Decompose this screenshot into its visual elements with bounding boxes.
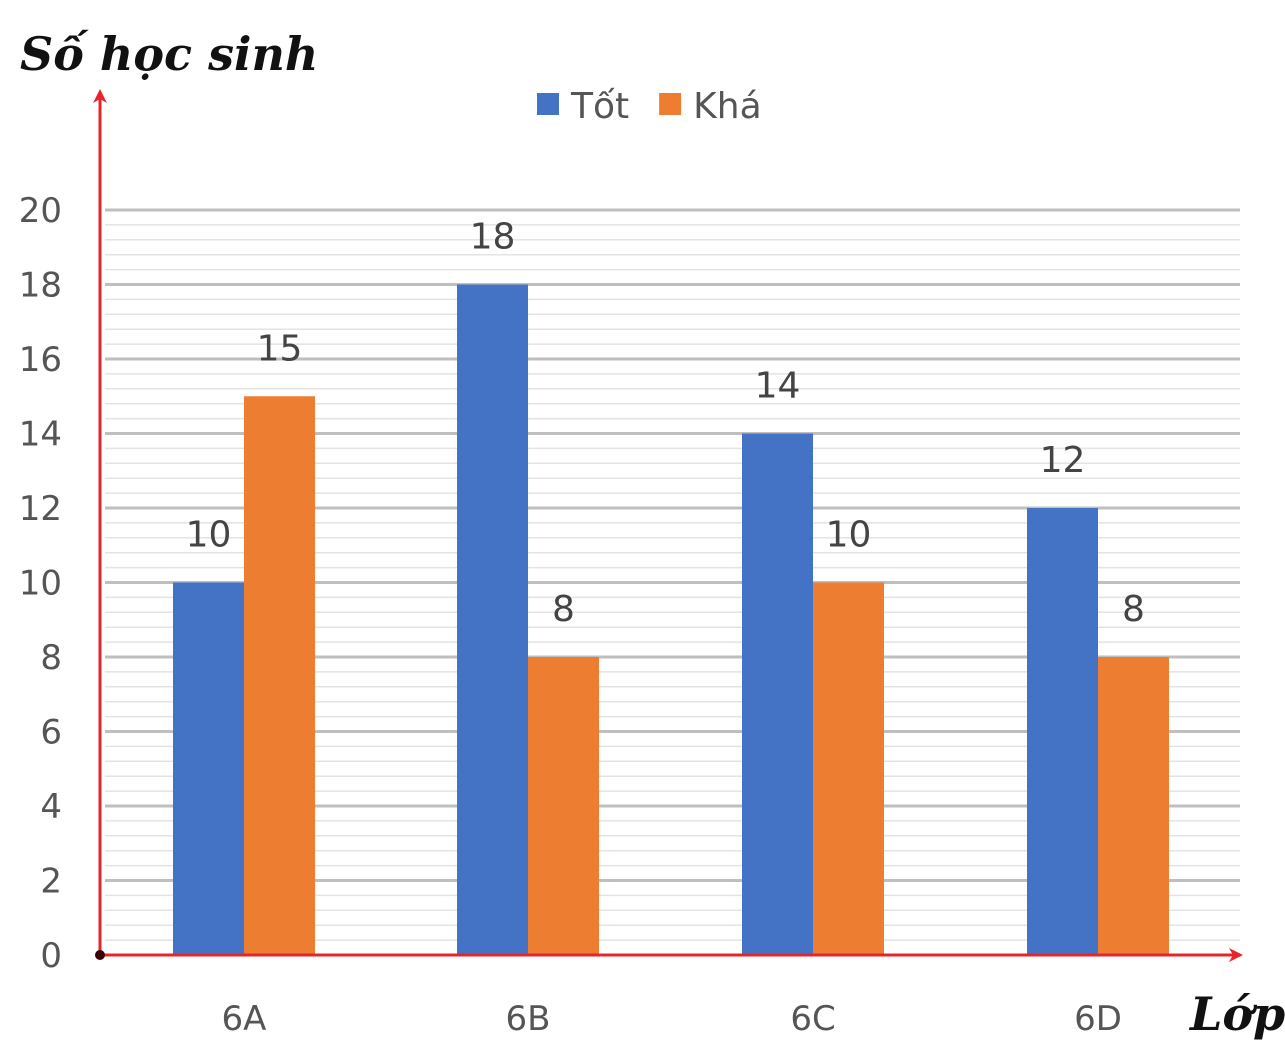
data-labels: 10 15 18 8 14 10 12 8 — [186, 217, 1145, 631]
y-tick-label: 6 — [40, 713, 62, 753]
x-axis-label: Lớp — [1188, 987, 1285, 1040]
y-tick-label: 20 — [19, 191, 62, 231]
axes — [93, 89, 1243, 962]
y-tick-label: 0 — [40, 936, 62, 976]
data-label: 12 — [1040, 440, 1086, 481]
data-label: 10 — [826, 515, 872, 556]
data-label: 8 — [1122, 589, 1145, 630]
legend-label: Tốt — [570, 86, 629, 127]
y-tick-label: 10 — [19, 564, 62, 604]
y-tick-label: 12 — [19, 489, 62, 529]
data-label: 10 — [186, 515, 232, 556]
bar — [173, 582, 244, 955]
legend-swatch — [659, 93, 682, 115]
bar — [1027, 508, 1098, 955]
origin-dot — [95, 950, 105, 960]
y-tick-label: 4 — [40, 787, 62, 827]
data-label: 14 — [755, 366, 801, 407]
y-axis-label: Số học sinh — [20, 27, 318, 81]
bar — [742, 433, 813, 955]
legend-swatch — [537, 93, 559, 115]
y-tick-label: 8 — [40, 638, 62, 678]
bar — [1098, 657, 1169, 955]
legend-label: Khá — [693, 86, 761, 127]
data-label: 18 — [470, 217, 516, 258]
x-category-label: 6C — [790, 999, 835, 1039]
x-category-label: 6D — [1074, 999, 1122, 1039]
x-category-labels: 6A 6B 6C 6D — [222, 999, 1122, 1039]
y-tick-label: 18 — [19, 266, 62, 306]
bars — [173, 284, 1169, 955]
legend: Tốt Khá — [537, 86, 762, 127]
bar — [244, 396, 315, 955]
data-label: 8 — [552, 589, 575, 630]
bar — [528, 657, 599, 955]
bar — [457, 284, 528, 955]
bar — [813, 582, 884, 955]
y-tick-label: 16 — [19, 340, 62, 380]
y-tick-label: 2 — [40, 862, 62, 902]
y-tick-labels: 0 2 4 6 8 10 12 14 16 18 20 — [19, 191, 62, 976]
x-category-label: 6A — [222, 999, 267, 1039]
data-label: 15 — [257, 328, 303, 369]
y-tick-label: 14 — [19, 415, 62, 455]
x-category-label: 6B — [506, 999, 551, 1039]
